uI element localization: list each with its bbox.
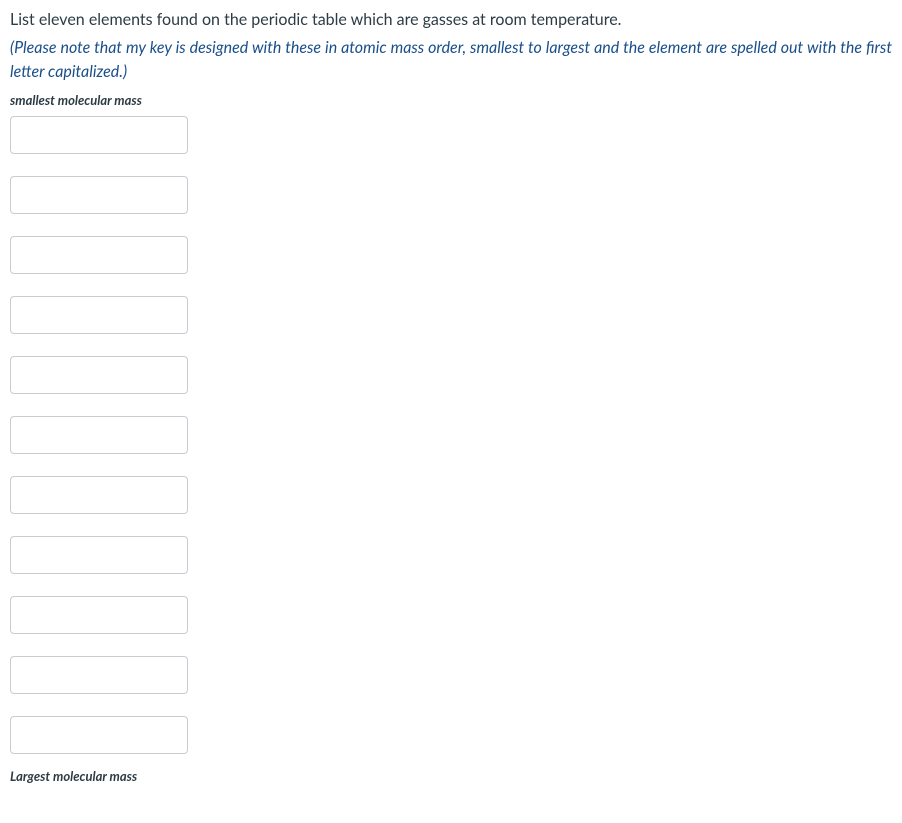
label-largest: Largest molecular mass xyxy=(10,768,892,784)
answer-inputs-container xyxy=(10,116,892,754)
answer-input-6[interactable] xyxy=(10,416,188,454)
answer-input-5[interactable] xyxy=(10,356,188,394)
question-prompt: List eleven elements found on the period… xyxy=(10,8,892,32)
answer-input-3[interactable] xyxy=(10,236,188,274)
answer-input-7[interactable] xyxy=(10,476,188,514)
answer-input-1[interactable] xyxy=(10,116,188,154)
question-instruction: (Please note that my key is designed wit… xyxy=(10,36,892,84)
label-smallest: smallest molecular mass xyxy=(10,92,892,108)
answer-input-10[interactable] xyxy=(10,656,188,694)
answer-input-4[interactable] xyxy=(10,296,188,334)
answer-input-11[interactable] xyxy=(10,716,188,754)
answer-input-8[interactable] xyxy=(10,536,188,574)
answer-input-2[interactable] xyxy=(10,176,188,214)
answer-input-9[interactable] xyxy=(10,596,188,634)
